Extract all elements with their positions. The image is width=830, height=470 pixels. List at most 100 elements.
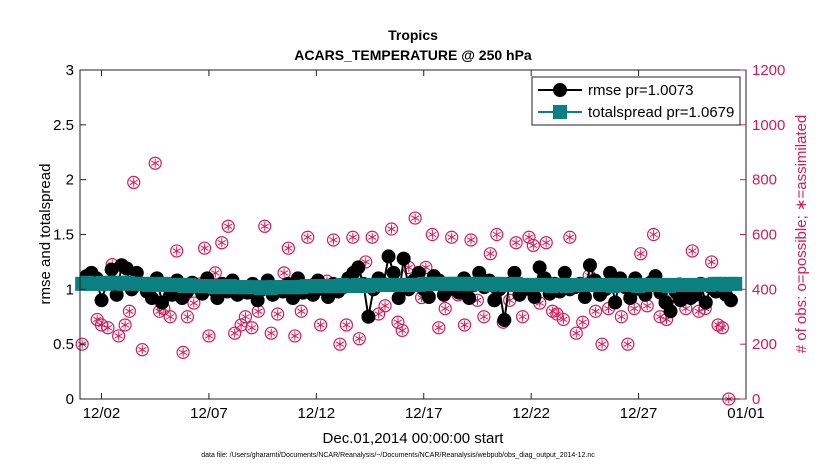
y2-tick-label: 0: [752, 391, 760, 408]
x-tick-label: 12/02: [83, 405, 121, 422]
y-tick-label: 2.5: [53, 117, 74, 134]
y2-tick-label: 800: [752, 172, 777, 189]
x-tick-label: 12/17: [405, 405, 443, 422]
obs-possible-marker: [438, 301, 452, 316]
obs-point: [135, 343, 149, 357]
obs-point: [432, 321, 446, 335]
obs-possible-marker: [569, 326, 583, 340]
obs-assimilated-marker: [707, 259, 716, 265]
obs-point: [258, 219, 272, 233]
obs-possible-marker: [187, 296, 201, 310]
obs-possible-marker: [215, 236, 229, 250]
obs-possible-marker: [314, 318, 328, 332]
obs-point: [490, 227, 504, 242]
obs-possible-marker: [170, 244, 184, 258]
obs-possible-marker: [127, 175, 141, 190]
obs-assimilated-marker: [466, 237, 476, 243]
obs-assimilated-marker: [224, 223, 233, 229]
obs-possible-marker: [75, 337, 89, 351]
obs-assimilated-marker: [518, 314, 527, 320]
obs-assimilated-marker: [355, 336, 364, 342]
obs-point: [176, 345, 190, 359]
obs-assimilated-marker: [155, 308, 164, 314]
obs-assimilated-marker: [279, 270, 289, 276]
obs-point: [445, 230, 459, 244]
rmse-point: [487, 293, 502, 308]
chart-subtitle: ACARS_TEMPERATURE @ 250 hPa: [294, 47, 532, 63]
obs-point: [539, 236, 553, 250]
obs-assimilated-marker: [114, 333, 123, 339]
obs-assimilated-marker: [284, 245, 293, 251]
obs-possible-marker: [483, 247, 497, 261]
obs-point: [556, 312, 570, 327]
obs-possible-marker: [425, 227, 439, 242]
legend-spread-label: totalspread pr=1.0679: [588, 104, 734, 121]
obs-assimilated-marker: [368, 234, 377, 240]
y2-tick-label: 1000: [752, 117, 785, 134]
rmse-point: [210, 291, 225, 306]
obs-possible-marker: [408, 211, 422, 225]
obs-assimilated-marker: [247, 325, 257, 331]
obs-assimilated-marker: [217, 240, 226, 246]
obs-possible-marker: [346, 230, 360, 244]
rmse-point: [421, 290, 436, 305]
obs-point: [477, 310, 491, 324]
obs-assimilated-marker: [428, 231, 437, 238]
rmse-point: [527, 290, 542, 305]
obs-assimilated-marker: [335, 341, 345, 347]
obs-point: [288, 329, 302, 343]
y-tick-label: 3: [66, 62, 74, 79]
obs-assimilated-marker: [211, 270, 220, 276]
obs-assimilated-marker: [303, 234, 312, 240]
y-tick-label: 1.5: [53, 227, 74, 244]
rmse-point: [577, 290, 592, 305]
obs-point: [365, 230, 379, 244]
obs-point: [281, 241, 295, 255]
obs-point: [221, 219, 235, 233]
obs-assimilated-marker: [636, 251, 645, 257]
obs-point: [515, 310, 530, 324]
rmse-point: [472, 265, 487, 280]
obs-possible-marker: [135, 343, 149, 357]
obs-point: [589, 304, 603, 318]
obs-point: [391, 315, 405, 329]
obs-possible-marker: [176, 345, 190, 359]
rmse-point: [391, 291, 406, 306]
obs-point: [264, 326, 278, 340]
obs-point: [271, 307, 285, 321]
obs-point: [294, 304, 308, 318]
rmse-point: [250, 293, 265, 308]
y-tick-label: 2: [66, 172, 74, 189]
obs-assimilated-marker: [290, 333, 299, 339]
rmse-point: [361, 309, 376, 324]
obs-point: [408, 211, 422, 225]
obs-possible-marker: [477, 310, 491, 324]
obs-assimilated-marker: [204, 333, 214, 339]
obs-point: [352, 332, 366, 346]
obs-point: [395, 323, 409, 338]
obs-point: [198, 241, 212, 255]
obs-possible-marker: [391, 315, 405, 329]
obs-possible-marker: [685, 244, 699, 258]
obs-point: [127, 175, 141, 190]
x-axis-label: Dec.01,2014 00:00:00 start: [323, 430, 505, 447]
obs-assimilated-marker: [447, 234, 456, 240]
obs-possible-marker: [101, 321, 115, 335]
obs-possible-marker: [490, 227, 504, 242]
obs-possible-marker: [326, 233, 341, 247]
y2-tick-label: 400: [752, 281, 777, 298]
obs-point: [546, 304, 560, 318]
legend-spread-marker: [553, 105, 567, 119]
obs-point: [346, 230, 360, 244]
obs-point: [647, 227, 661, 242]
obs-possible-marker: [118, 318, 132, 332]
obs-possible-marker: [301, 230, 315, 244]
obs-point: [509, 236, 523, 250]
x-tick-label: 12/22: [512, 405, 550, 422]
obs-possible-marker: [595, 337, 609, 351]
y2-tick-label: 600: [752, 227, 777, 244]
obs-point: [634, 247, 648, 261]
obs-possible-marker: [365, 230, 379, 244]
rmse-point: [109, 287, 124, 302]
obs-possible-marker: [647, 227, 661, 242]
